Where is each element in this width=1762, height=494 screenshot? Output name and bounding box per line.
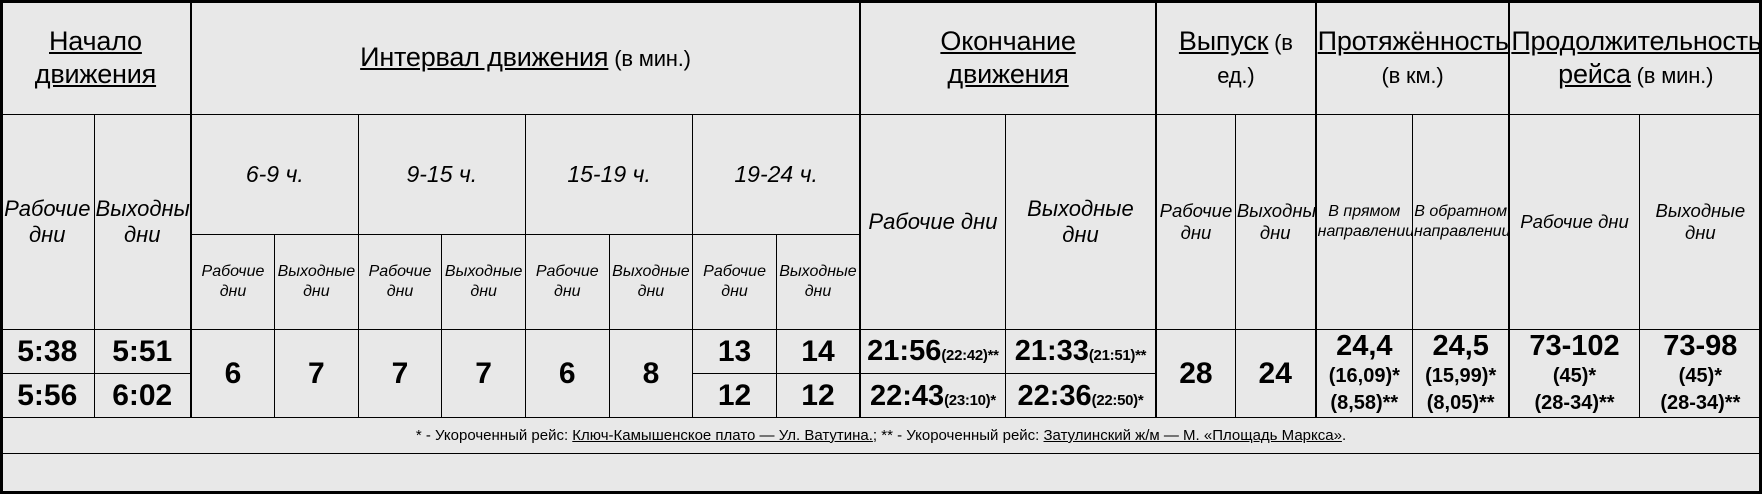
end-workdays-1: 21:56(22:42)** [859, 328, 1006, 375]
frame-border-top [0, 0, 1762, 3]
subheader-start-weekends: Выходные дни [93, 114, 192, 330]
footnote-mid: ; ** - Укороченный рейс: [872, 426, 1044, 444]
footnote-route1: Ключ-Камышенское плато — Ул. Ватутина. [572, 426, 873, 444]
interval-19-24-workdays-1: 13 [692, 328, 777, 375]
subheader-release-workdays: Рабочие дни [1155, 114, 1236, 330]
header-end-line1: Окончание [940, 25, 1076, 56]
end-weekends-1-main: 21:33 [1014, 335, 1089, 368]
header-end-of-movement: Окончание движения [859, 0, 1158, 115]
band-15-19-workdays: Рабочие дни [524, 234, 610, 330]
header-release-note: (в ед.) [1217, 29, 1293, 88]
band-9-15-weekends: Выходные дни [441, 234, 526, 330]
header-release-label: Выпуск [1178, 25, 1269, 56]
start-weekends-1: 5:51 [93, 328, 192, 375]
end-weekends-1-note: (21:51)** [1088, 347, 1147, 365]
footnote-route2: Затулинский ж/м — М. «Площадь Маркса» [1043, 426, 1342, 444]
interval-9-15-workdays: 7 [357, 328, 443, 419]
end-workdays-2: 22:43(23:10)* [859, 373, 1006, 419]
length-forward-main: 24,4 [1336, 330, 1393, 362]
subheader-duration-weekends: Выходные дни [1638, 114, 1762, 330]
footnote-row: * - Укороченный рейс: Ключ-Камышенское п… [0, 417, 1762, 455]
length-forward: 24,4 (16,09)* (8,58)** [1315, 328, 1413, 419]
interval-6-9-workdays: 6 [190, 328, 276, 419]
band-19-24: 19-24 ч. [692, 114, 862, 235]
length-reverse: 24,5 (15,99)* (8,05)** [1411, 328, 1511, 419]
band-6-9-weekends: Выходные дни [274, 234, 359, 330]
end-weekends-2-note: (22:50)* [1091, 391, 1144, 409]
header-length-label: Протяжённость [1317, 25, 1509, 56]
header-interval-note: (в мин.) [608, 46, 691, 72]
end-weekends-1: 21:33(21:51)** [1004, 328, 1158, 375]
frame-border-left [0, 0, 3, 494]
interval-9-15-weekends: 7 [441, 328, 526, 419]
duration-workdays: 73-102 (45)* (28-34)** [1508, 328, 1640, 419]
duration-workdays-note2: (28-34)** [1534, 392, 1615, 415]
header-start-line1: Начало [49, 25, 142, 56]
duration-workdays-note1: (45)* [1552, 365, 1597, 388]
end-weekends-2-main: 22:36 [1017, 379, 1092, 412]
band-6-9: 6-9 ч. [190, 114, 359, 235]
header-release: Выпуск (в ед.) [1155, 0, 1317, 115]
end-weekends-2: 22:36(22:50)* [1004, 373, 1158, 419]
frame-border-right [1759, 0, 1762, 494]
interval-19-24-weekends-1: 14 [775, 328, 862, 375]
band-9-15: 9-15 ч. [357, 114, 526, 235]
band-15-19-weekends: Выходные дни [608, 234, 694, 330]
header-length: Протяжённость (в км.) [1315, 0, 1511, 115]
start-workdays-1: 5:38 [0, 328, 95, 375]
subheader-end-weekends: Выходные дни [1004, 114, 1158, 330]
band-9-15-workdays: Рабочие дни [357, 234, 443, 330]
header-duration-note: (в мин.) [1630, 62, 1714, 88]
length-forward-note2: (8,58)** [1330, 392, 1399, 415]
duration-workdays-main: 73-102 [1529, 330, 1620, 362]
end-workdays-1-note: (22:42)** [941, 347, 999, 365]
footnote-suffix: . [1341, 426, 1347, 444]
subheader-start-workdays: Рабочие дни [0, 114, 95, 330]
interval-6-9-weekends: 7 [274, 328, 359, 419]
band-19-24-workdays: Рабочие дни [692, 234, 777, 330]
subheader-length-reverse: В обратном направлении [1411, 114, 1511, 330]
length-reverse-note2: (8,05)** [1426, 392, 1495, 415]
release-weekends: 24 [1234, 328, 1317, 419]
subheader-release-weekends: Выходные дни [1234, 114, 1317, 330]
header-start-of-movement: Начало движения [0, 0, 192, 115]
release-workdays: 28 [1155, 328, 1236, 419]
duration-weekends-note1: (45)* [1678, 365, 1723, 388]
end-workdays-2-note: (23:10)* [944, 391, 996, 409]
header-duration-label: Продолжительность рейса [1511, 25, 1762, 89]
header-interval-line1: Интервал движения [360, 42, 609, 73]
duration-weekends-main: 73-98 [1663, 330, 1738, 362]
band-19-24-weekends: Выходные дни [775, 234, 862, 330]
end-workdays-2-main: 22:43 [869, 379, 945, 412]
subheader-duration-workdays: Рабочие дни [1508, 114, 1640, 330]
header-start-line2: движения [34, 58, 157, 89]
subheader-length-forward: В прямом направлении [1315, 114, 1413, 330]
length-reverse-main: 24,5 [1432, 330, 1489, 362]
start-weekends-2: 6:02 [93, 373, 192, 419]
header-trip-duration: Продолжительность рейса (в мин.) [1508, 0, 1762, 115]
interval-19-24-weekends-2: 12 [775, 373, 862, 419]
header-length-note: (в км.) [1381, 62, 1444, 88]
footnote-prefix1: * - Укороченный рейс: [415, 426, 573, 444]
length-reverse-note1: (15,99)* [1425, 365, 1497, 388]
subheader-end-workdays: Рабочие дни [859, 114, 1006, 330]
frame-border-bottom [0, 491, 1762, 494]
interval-15-19-workdays: 6 [524, 328, 610, 419]
band-6-9-workdays: Рабочие дни [190, 234, 276, 330]
header-end-line2: движения [947, 58, 1069, 89]
length-forward-note1: (16,09)* [1328, 365, 1400, 388]
header-interval-of-movement: Интервал движения (в мин.) [190, 0, 862, 115]
start-workdays-2: 5:56 [0, 373, 95, 419]
duration-weekends-note2: (28-34)** [1660, 392, 1741, 415]
band-15-19: 15-19 ч. [524, 114, 694, 235]
interval-19-24-workdays-2: 12 [692, 373, 777, 419]
end-workdays-1-main: 21:56 [867, 335, 942, 368]
schedule-table: Начало движения Интервал движения (в мин… [0, 0, 1762, 455]
interval-15-19-weekends: 8 [608, 328, 694, 419]
duration-weekends: 73-98 (45)* (28-34)** [1638, 328, 1762, 419]
